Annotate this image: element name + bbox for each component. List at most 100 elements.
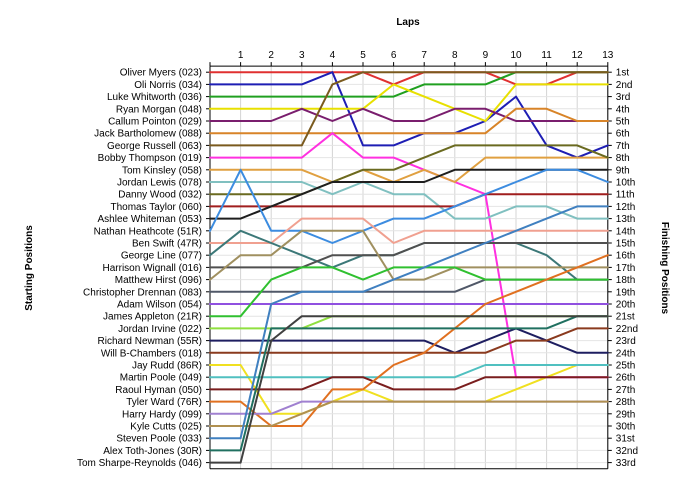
finishing-position-label: 15th (616, 239, 635, 250)
finishing-position-label: 31st (616, 434, 635, 445)
driver-position-line (209, 193, 609, 208)
lap-tick-label: 3 (299, 50, 305, 61)
lap-tick-label: 5 (360, 50, 366, 61)
driver-start-label: Richard Newman (55R) (98, 336, 202, 347)
driver-start-label: Raoul Hyman (050) (115, 385, 202, 396)
driver-start-label: Will B-Chambers (018) (101, 348, 202, 359)
finishing-position-label: 11th (616, 190, 635, 201)
lap-tick-label: 1 (238, 50, 244, 61)
lap-tick-label: 8 (452, 50, 458, 61)
driver-position-line (209, 144, 609, 196)
driver-start-label: Adam Wilson (054) (117, 300, 202, 311)
driver-start-label: Tom Sharpe-Reynolds (046) (77, 458, 202, 469)
driver-position-line (209, 229, 609, 281)
driver-start-label: Danny Wood (032) (118, 190, 202, 201)
lap-tick-label: 9 (483, 50, 489, 61)
finishing-position-label: 16th (616, 251, 635, 262)
driver-position-line (209, 83, 609, 122)
finishing-position-label: 18th (616, 275, 635, 286)
finishing-position-label: 17th (616, 263, 635, 274)
finishing-position-label: 3rd (616, 92, 630, 103)
finishing-position-label: 30th (616, 422, 635, 433)
driver-start-label: Bobby Thompson (019) (98, 153, 202, 164)
finishing-position-label: 27th (616, 385, 635, 396)
finishing-position-label: 14th (616, 226, 635, 237)
finishing-position-label: 24th (616, 348, 635, 359)
finishing-position-label: 2nd (616, 80, 633, 91)
finishing-position-label: 20th (616, 300, 635, 311)
driver-position-line (209, 217, 609, 244)
driver-position-line (209, 400, 609, 427)
finishing-position-label: 22nd (616, 324, 638, 335)
driver-position-line (209, 364, 609, 379)
driver-start-label: Harrison Wignall (016) (103, 263, 202, 274)
driver-start-label: Martin Poole (049) (120, 373, 202, 384)
driver-position-line (209, 315, 609, 452)
driver-position-line (209, 71, 609, 147)
driver-start-label: George Russell (063) (107, 141, 202, 152)
y-axis-title-right: Finishing Positions (659, 222, 670, 315)
driver-position-line (209, 327, 609, 354)
finishing-position-label: 10th (616, 178, 635, 189)
lap-tick-label: 6 (391, 50, 397, 61)
driver-position-line (209, 254, 609, 427)
finishing-position-label: 19th (616, 287, 635, 298)
driver-start-label: Nathan Heathcote (51R) (94, 226, 202, 237)
driver-start-label: Ryan Morgan (048) (116, 104, 202, 115)
finishing-position-label: 23rd (616, 336, 636, 347)
finishing-position-label: 4th (616, 104, 630, 115)
labels: 1 2 3 4 5 6 7 8 9 10 11 12 131st2nd3rd4th5th6th7th8t… (77, 50, 638, 469)
driver-position-line (209, 205, 609, 440)
driver-position-line (209, 107, 609, 135)
x-axis-title: Laps (396, 17, 420, 28)
driver-start-label: Tom Kinsley (058) (122, 165, 202, 176)
y-axis-title-left: Starting Positions (24, 225, 35, 311)
lap-tick-label: 13 (602, 50, 614, 61)
driver-start-label: Kyle Cutts (025) (130, 422, 202, 433)
driver-start-label: Alex Toth-Jones (30R) (103, 446, 202, 457)
lap-tick-label: 11 (541, 50, 552, 61)
driver-position-line (209, 168, 609, 244)
driver-start-label: Matthew Hirst (096) (115, 275, 202, 286)
driver-position-line (209, 156, 609, 183)
lap-tick-label: 4 (330, 50, 336, 61)
driver-start-label: Oli Norris (034) (134, 80, 202, 91)
driver-start-label: Jack Bartholomew (088) (94, 129, 202, 140)
finishing-position-label: 13th (616, 214, 635, 225)
series-lines (209, 71, 609, 464)
finishing-position-label: 26th (616, 373, 635, 384)
driver-start-label: George Line (077) (121, 251, 202, 262)
driver-start-label: Thomas Taylor (060) (110, 202, 202, 213)
lap-tick-label: 12 (572, 50, 584, 61)
driver-start-label: Jay Rudd (86R) (132, 361, 202, 372)
finishing-position-label: 5th (616, 117, 630, 128)
finishing-position-label: 9th (616, 165, 630, 176)
driver-start-label: Ben Swift (47R) (132, 239, 202, 250)
driver-start-label: Jordan Lewis (078) (117, 178, 202, 189)
driver-position-line (209, 327, 609, 354)
finishing-position-label: 12th (616, 202, 635, 213)
driver-start-label: Tyler Ward (76R) (126, 397, 202, 408)
lap-tick-label: 7 (421, 50, 427, 61)
finishing-position-label: 6th (616, 129, 630, 140)
driver-start-label: James Appleton (21R) (103, 312, 202, 323)
finishing-position-label: 7th (616, 141, 630, 152)
lap-tick-label: 2 (268, 50, 274, 61)
driver-start-label: Ashlee Whiteman (053) (98, 214, 203, 225)
finishing-position-label: 21st (616, 312, 635, 323)
finishing-position-label: 28th (616, 397, 635, 408)
driver-position-line (209, 181, 609, 220)
driver-position-line (209, 376, 609, 391)
lap-tick-label: 10 (510, 50, 522, 61)
finishing-position-label: 33rd (616, 458, 636, 469)
driver-position-line (209, 315, 609, 464)
driver-position-line (209, 71, 609, 159)
finishing-position-label: 1st (616, 68, 630, 79)
finishing-position-label: 25th (616, 361, 635, 372)
driver-position-line (209, 107, 609, 122)
finishing-position-label: 32nd (616, 446, 638, 457)
finishing-position-label: 29th (616, 409, 635, 420)
driver-start-label: Christopher Drennan (083) (83, 287, 202, 298)
